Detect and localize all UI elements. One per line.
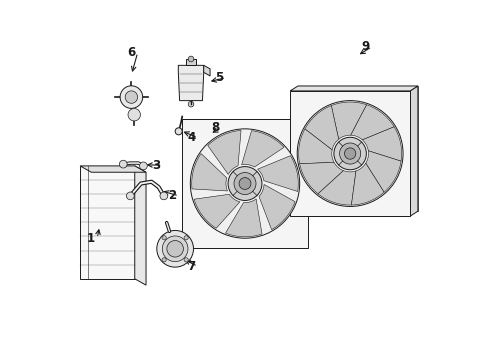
Polygon shape bbox=[80, 166, 146, 172]
Polygon shape bbox=[300, 162, 343, 194]
Circle shape bbox=[234, 172, 256, 194]
Polygon shape bbox=[305, 105, 339, 150]
Polygon shape bbox=[290, 86, 418, 91]
Text: 7: 7 bbox=[187, 260, 196, 273]
Polygon shape bbox=[362, 127, 402, 161]
Text: 5: 5 bbox=[216, 71, 224, 84]
Polygon shape bbox=[242, 131, 284, 167]
Circle shape bbox=[184, 258, 188, 262]
Text: 1: 1 bbox=[87, 232, 95, 245]
Circle shape bbox=[126, 192, 134, 200]
Circle shape bbox=[120, 160, 127, 168]
Polygon shape bbox=[194, 194, 240, 228]
Circle shape bbox=[160, 192, 168, 200]
Polygon shape bbox=[259, 184, 295, 230]
Polygon shape bbox=[258, 156, 298, 192]
Polygon shape bbox=[298, 129, 334, 164]
Circle shape bbox=[162, 236, 188, 262]
Circle shape bbox=[334, 137, 367, 170]
Polygon shape bbox=[331, 102, 367, 139]
Circle shape bbox=[188, 56, 194, 62]
Polygon shape bbox=[366, 151, 401, 192]
Circle shape bbox=[184, 236, 188, 240]
Circle shape bbox=[125, 91, 138, 103]
Text: 9: 9 bbox=[362, 40, 370, 53]
Polygon shape bbox=[410, 86, 418, 216]
Circle shape bbox=[157, 230, 194, 267]
Polygon shape bbox=[204, 65, 210, 76]
Polygon shape bbox=[225, 199, 262, 237]
Polygon shape bbox=[351, 163, 384, 205]
Polygon shape bbox=[182, 119, 308, 248]
Text: 2: 2 bbox=[169, 189, 177, 202]
Polygon shape bbox=[318, 171, 356, 205]
Circle shape bbox=[175, 128, 182, 135]
Polygon shape bbox=[290, 91, 410, 216]
Text: 8: 8 bbox=[211, 121, 219, 134]
Circle shape bbox=[140, 162, 147, 170]
Polygon shape bbox=[298, 86, 418, 211]
Circle shape bbox=[120, 86, 143, 108]
Circle shape bbox=[340, 143, 361, 164]
Polygon shape bbox=[178, 65, 204, 100]
Circle shape bbox=[188, 101, 194, 107]
Polygon shape bbox=[350, 105, 394, 140]
Circle shape bbox=[344, 148, 356, 159]
Circle shape bbox=[162, 236, 166, 240]
Bar bbox=[186, 59, 196, 65]
Polygon shape bbox=[80, 166, 135, 279]
Text: 3: 3 bbox=[152, 159, 160, 172]
Circle shape bbox=[162, 258, 166, 262]
Circle shape bbox=[128, 108, 141, 121]
Polygon shape bbox=[208, 130, 241, 175]
Circle shape bbox=[239, 177, 251, 189]
Circle shape bbox=[190, 129, 300, 238]
Polygon shape bbox=[192, 153, 227, 191]
Circle shape bbox=[297, 101, 403, 207]
Circle shape bbox=[167, 240, 183, 257]
Circle shape bbox=[228, 167, 262, 201]
Text: 4: 4 bbox=[187, 131, 196, 144]
Polygon shape bbox=[135, 166, 146, 285]
Text: 6: 6 bbox=[127, 46, 136, 59]
